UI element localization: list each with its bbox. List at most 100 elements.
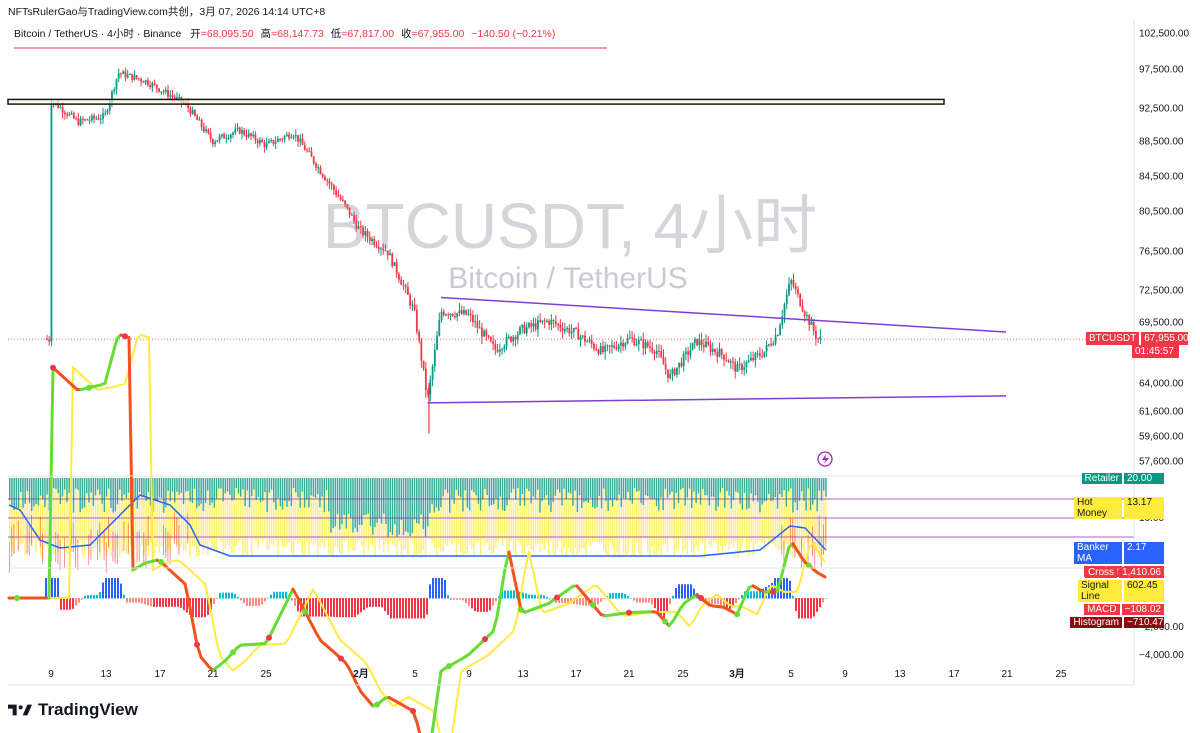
histogram-bar [711,598,713,604]
candle-body [676,367,678,376]
hotmoney-bar [603,488,605,550]
candle-body [687,351,690,355]
retailer-bar [669,478,671,495]
retailer-bar [136,478,139,509]
banker-bar [31,514,32,545]
histogram-bar [555,598,557,603]
candle-body [736,364,739,372]
candle-body [554,321,557,325]
hotmoney-bar [429,513,431,540]
histogram-bar [432,578,434,599]
hotmoney-bar [418,523,420,554]
candle-body [631,337,633,339]
hotmoney-bar [598,496,601,544]
hotmoney-bar [728,495,730,550]
candle-body [568,328,571,334]
price-axis-tick: 69,500.00 [1139,318,1184,329]
macd-line [187,601,195,626]
candle-body [655,350,658,354]
histogram-bar [654,598,656,609]
retailer-bar [686,478,689,498]
banker-bar [825,516,827,547]
histogram-bar [111,578,113,599]
histogram-bar [66,598,68,610]
retailer-bar [673,478,675,510]
retailer-bar [598,478,601,497]
candle-body [770,344,772,346]
retailer-bar [530,478,532,504]
banker-bar [178,525,180,556]
retailer-bar [451,478,453,499]
cross-dot [770,588,776,595]
hotmoney-bar [752,501,755,556]
histogram-bar [378,598,380,607]
histogram-bar [90,595,92,599]
histogram-bar [441,578,443,599]
hotmoney-bar [746,509,748,551]
histogram-bar [360,598,362,613]
candle-body [552,320,555,322]
symbol-legend[interactable]: Bitcoin / TetherUS · 4小时 · Binance 开=68,… [14,26,555,41]
hotmoney-bar [787,491,790,552]
retailer-bar [427,478,429,527]
retailer-bar [697,478,700,494]
trendline[interactable] [441,296,1007,333]
hotmoney-bar [347,513,350,552]
hotmoney-bar [222,501,224,556]
candle-body [189,108,192,115]
hotmoney-bar [119,489,121,557]
candle-body [812,321,815,331]
retailer-bar [127,478,130,493]
hotmoney-bar [823,490,825,556]
retailer-bar [314,478,317,498]
histogram-bar [237,596,239,599]
retailer-bar [658,478,660,511]
hotmoney-bar [68,493,70,556]
hotmoney-bar [242,489,244,558]
signal-line [9,333,826,733]
hotmoney-bar [380,523,383,541]
retailer-bar [286,478,288,507]
hotmoney-bar [490,505,493,555]
lightning-icon[interactable] [817,451,833,467]
retailer-bar [695,478,697,503]
retailer-bar [499,478,502,497]
candle-body [472,315,474,323]
histogram-bar [162,598,164,607]
hotmoney-bar [420,514,422,554]
retailer-bar [479,478,482,511]
candle-body [404,285,407,288]
histogram-bar [270,594,272,599]
histogram-bar [330,598,332,617]
retailer-bar [585,478,587,502]
candle-body [474,321,477,323]
hotmoney-bar [497,509,499,541]
time-axis-label: 13 [100,669,112,680]
candle-body [734,362,737,372]
candle-body [263,142,266,148]
tradingview-logo[interactable]: TradingView [8,700,138,720]
resistance-box[interactable] [7,98,945,105]
histogram-bar [210,598,212,610]
hotmoney-bar [55,488,57,539]
retailer-bar [156,478,158,502]
hotmoney-bar [121,500,123,553]
retailer-bar [517,478,519,489]
retailer-bar [763,478,766,502]
retailer-bar [152,478,154,513]
retailer-bar [446,478,449,493]
candle-body [422,360,425,369]
candle-body [59,107,62,109]
indicator1-legend-name: Retailer [1081,473,1122,484]
candle-body [373,238,376,246]
hotmoney-bar [79,512,81,541]
retailer-bar [222,478,224,502]
hotmoney-bar [449,512,451,542]
candle-body [622,342,625,347]
candle-body [144,80,147,83]
retailer-bar [61,478,64,497]
retailer-bar [116,478,119,505]
trendline[interactable] [427,395,1007,404]
histogram-bar [243,598,245,604]
